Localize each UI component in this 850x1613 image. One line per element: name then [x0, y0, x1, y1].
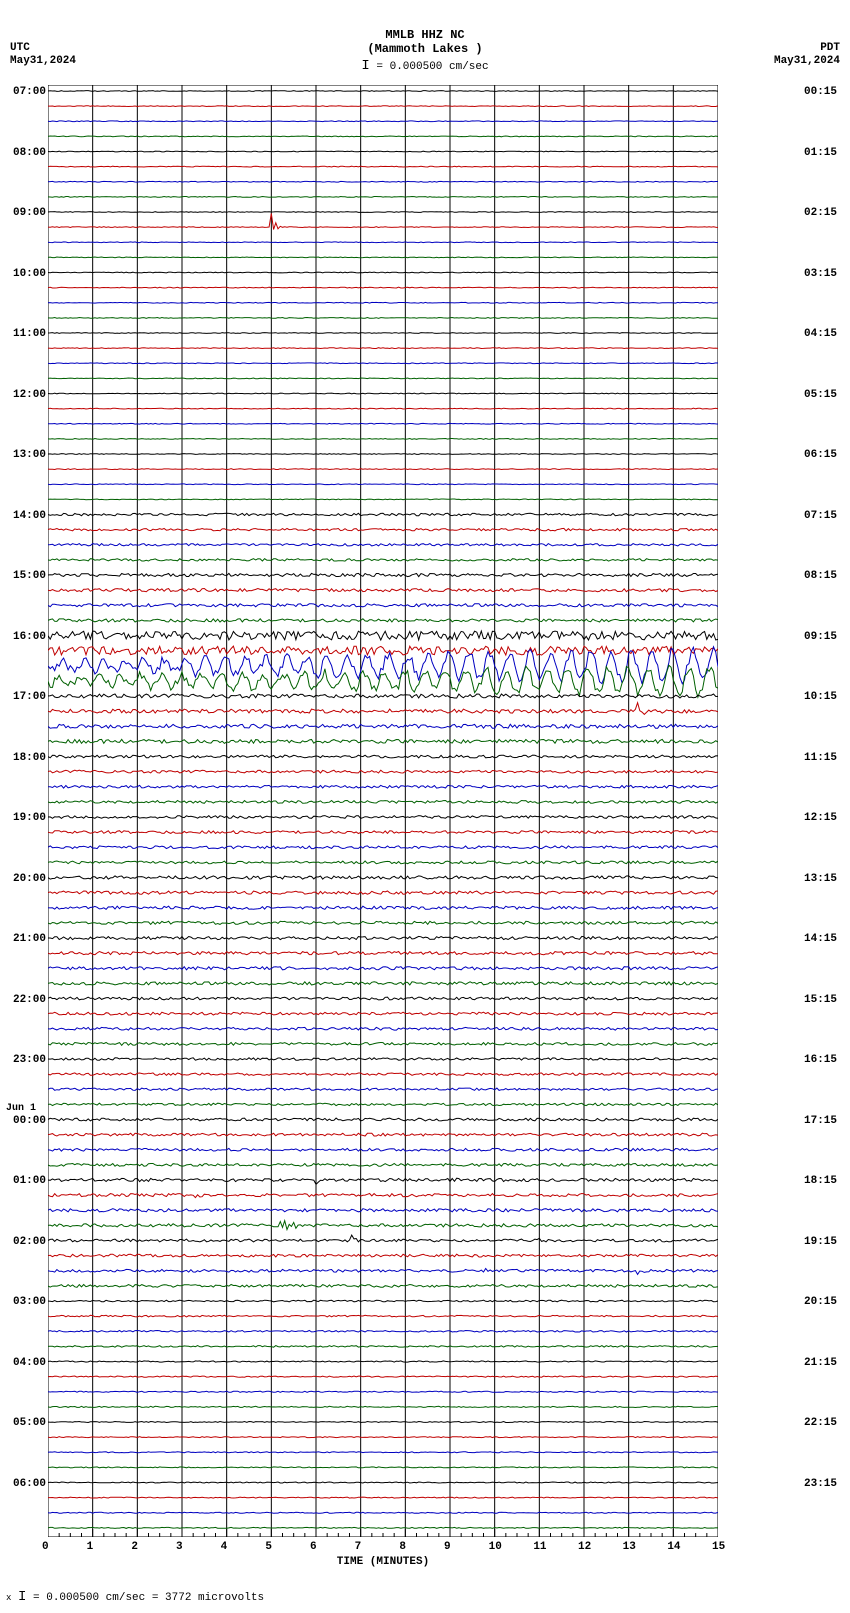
- scale-bar-icon: I: [361, 58, 369, 74]
- utc-time-label: 13:00: [6, 450, 46, 461]
- pdt-time-label: 09:15: [804, 632, 844, 643]
- utc-time-label: 08:00: [6, 148, 46, 159]
- pdt-time-label: 02:15: [804, 208, 844, 219]
- utc-time-label: 01:00: [6, 1176, 46, 1187]
- pdt-time-label: 08:15: [804, 571, 844, 582]
- pdt-time-label: 12:15: [804, 813, 844, 824]
- pdt-time-label: 07:15: [804, 511, 844, 522]
- station-location: (Mammoth Lakes ): [0, 42, 850, 56]
- utc-time-label: Jun 1: [6, 1103, 46, 1114]
- utc-time-label: 15:00: [6, 571, 46, 582]
- pdt-time-label: 22:15: [804, 1418, 844, 1429]
- utc-time-label: 02:00: [6, 1237, 46, 1248]
- utc-time-label: 18:00: [6, 753, 46, 764]
- tz-left: UTC: [10, 42, 30, 54]
- pdt-time-label: 21:15: [804, 1358, 844, 1369]
- pdt-time-label: 14:15: [804, 934, 844, 945]
- header: MMLB HHZ NC (Mammoth Lakes ): [0, 0, 850, 56]
- pdt-time-label: 10:15: [804, 692, 844, 703]
- seismogram-page: MMLB HHZ NC (Mammoth Lakes ) I = 0.00050…: [0, 0, 850, 1613]
- date-right: May31,2024: [774, 55, 840, 67]
- seismogram-plot: [48, 85, 718, 1537]
- xaxis-label: TIME (MINUTES): [48, 1556, 718, 1568]
- utc-time-label: 23:00: [6, 1055, 46, 1066]
- utc-time-label: 09:00: [6, 208, 46, 219]
- pdt-time-label: 06:15: [804, 450, 844, 461]
- pdt-time-label: 15:15: [804, 995, 844, 1006]
- station-code: MMLB HHZ NC: [0, 28, 850, 42]
- pdt-time-label: 23:15: [804, 1479, 844, 1490]
- utc-time-label: 05:00: [6, 1418, 46, 1429]
- tz-right: PDT: [820, 42, 840, 54]
- pdt-time-label: 00:15: [804, 87, 844, 98]
- pdt-time-label: 05:15: [804, 390, 844, 401]
- utc-time-label: 07:00: [6, 87, 46, 98]
- utc-time-label: 11:00: [6, 329, 46, 340]
- utc-time-label: 19:00: [6, 813, 46, 824]
- utc-time-label: 03:00: [6, 1297, 46, 1308]
- utc-time-label: 00:00: [6, 1116, 46, 1127]
- utc-time-label: 17:00: [6, 692, 46, 703]
- pdt-time-label: 13:15: [804, 874, 844, 885]
- utc-time-label: 21:00: [6, 934, 46, 945]
- utc-time-label: 10:00: [6, 269, 46, 280]
- pdt-time-label: 03:15: [804, 269, 844, 280]
- pdt-time-label: 19:15: [804, 1237, 844, 1248]
- utc-time-label: 12:00: [6, 390, 46, 401]
- scale-top: I = 0.000500 cm/sec: [0, 58, 850, 74]
- footer-scale: x I = 0.000500 cm/sec = 3772 microvolts: [6, 1589, 264, 1605]
- utc-time-label: 14:00: [6, 511, 46, 522]
- pdt-time-label: 11:15: [804, 753, 844, 764]
- utc-time-label: 04:00: [6, 1358, 46, 1369]
- scale-top-text: = 0.000500 cm/sec: [376, 61, 488, 73]
- pdt-time-label: 18:15: [804, 1176, 844, 1187]
- pdt-time-label: 17:15: [804, 1116, 844, 1127]
- utc-time-label: 16:00: [6, 632, 46, 643]
- pdt-time-label: 20:15: [804, 1297, 844, 1308]
- footer-prefix: x: [6, 1593, 11, 1603]
- date-left: May31,2024: [10, 55, 76, 67]
- utc-time-label: 06:00: [6, 1479, 46, 1490]
- utc-time-label: 22:00: [6, 995, 46, 1006]
- utc-time-label: 20:00: [6, 874, 46, 885]
- scale-bar-icon: I: [18, 1589, 26, 1605]
- footer-text: = 0.000500 cm/sec = 3772 microvolts: [33, 1592, 264, 1604]
- pdt-time-label: 01:15: [804, 148, 844, 159]
- pdt-time-label: 16:15: [804, 1055, 844, 1066]
- pdt-time-label: 04:15: [804, 329, 844, 340]
